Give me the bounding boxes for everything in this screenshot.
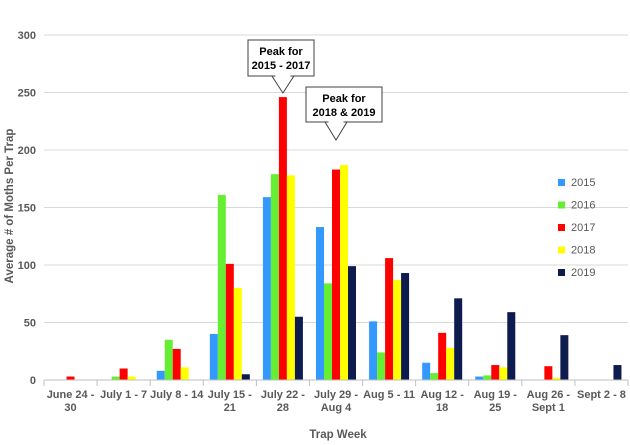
bar-2018 [286,175,295,380]
bar-2019 [507,312,516,380]
x-tick-label: Aug 19 -25 [474,389,518,414]
legend-label: 2018 [571,245,595,257]
bar-2017 [278,97,287,380]
y-tick-label: 50 [24,318,36,330]
bar-2017 [385,258,394,380]
bar-2015 [156,370,165,380]
bar-2019 [348,266,356,380]
y-tick-label: 250 [18,88,36,100]
bar-2018 [393,279,402,380]
legend-label: 2016 [571,200,595,212]
bar-2016 [430,373,439,380]
callout-box [247,39,315,94]
bar-2015 [262,197,271,380]
x-tick-label: July 15 -21 [208,389,252,414]
bar-2017 [438,332,447,380]
x-tick-label: July 22 -28 [261,389,305,414]
x-tick-label: July 29 -Aug 4 [314,389,358,414]
legend-swatch [558,201,565,209]
callout-label: Peak for 2015 - 2017 [252,46,311,72]
bar-2017 [225,263,234,380]
bar-2016 [270,174,279,380]
bar-2017 [119,368,128,380]
legend-label: 2019 [571,267,595,279]
x-tick-label: Aug 12 -18 [420,389,464,414]
bar-2016 [111,376,120,380]
bar-2015 [369,321,378,380]
bar-2019 [401,273,410,380]
bar-2017 [544,366,553,380]
bar-2018 [446,347,455,380]
bar-2018 [233,288,242,380]
legend-label: 2017 [571,222,595,234]
y-axis-title: Average # of Moths Per Trap [4,129,16,284]
y-tick-label: 200 [18,145,36,157]
bar-2016 [377,352,386,380]
x-tick-label: Sept 2 - 8 [577,389,626,401]
bar-2017 [172,348,181,380]
x-tick-label: June 24 -30 [47,389,95,414]
bar-2019 [613,365,622,380]
bar-2019 [560,335,569,380]
bar-2015 [209,334,218,380]
legend-swatch [558,269,565,276]
bar-2017 [332,169,340,380]
bar-2018 [499,367,508,380]
legend-swatch [558,246,565,254]
callout-box [305,86,383,141]
callout-label: Peak for 2018 & 2019 [313,93,376,119]
y-tick-label: 300 [18,30,36,42]
bar-2019 [294,316,303,380]
bar-2018 [340,164,348,380]
bar-2016 [164,339,173,380]
bar-2019 [454,298,463,380]
bar-2017 [66,376,75,380]
bar-2016 [324,283,332,380]
y-tick-label: 100 [18,260,36,272]
legend-swatch [558,224,565,231]
bar-2018 [180,367,189,380]
bar-2015 [475,376,484,380]
bar-2018 [552,377,561,380]
legend: 2015 2016 2017 2018 2019 [558,177,595,279]
bar-2015 [316,227,324,380]
legend-label: 2015 [571,177,595,189]
bar-2019 [241,374,250,380]
x-tick-label: July 8 - 14 [150,389,204,401]
x-tick-label: Aug 26 -Sept 1 [527,389,571,414]
y-tick-label: 150 [18,203,36,215]
x-axis-title: Trap Week [309,429,367,441]
bar-2015 [422,362,431,380]
bar-2018 [127,376,136,380]
legend-swatch [558,179,565,186]
x-tick-label: July 1 - 7 [100,389,147,401]
x-tick-label: Aug 5 - 11 [363,389,415,401]
y-tick-label: 0 [30,375,36,387]
bar-2016 [483,375,492,380]
bar-2016 [217,194,226,380]
bar-2017 [491,365,500,380]
bars [66,97,622,380]
